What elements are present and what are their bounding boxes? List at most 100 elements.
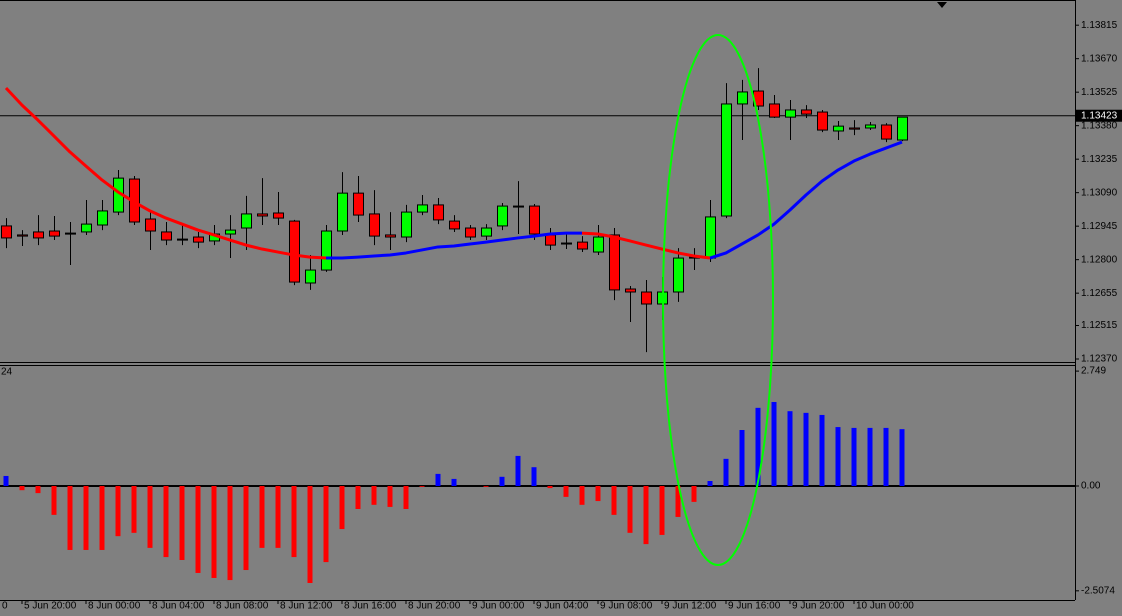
histogram-bar — [435, 473, 441, 487]
histogram-bar — [531, 467, 537, 487]
candle-body — [641, 291, 652, 305]
histogram-bar — [83, 486, 89, 550]
histogram-bar — [3, 475, 9, 487]
candle-body — [529, 205, 540, 235]
candle-body — [289, 220, 300, 283]
candle-body — [273, 212, 284, 219]
current-price-box — [1076, 109, 1122, 122]
candle-body — [609, 234, 620, 291]
candle-body — [705, 216, 716, 259]
histogram-bar — [835, 427, 841, 487]
moving-average — [581, 231, 711, 260]
histogram-bar — [227, 486, 233, 581]
candle-body — [337, 192, 348, 232]
y-tick-label: 1.13670 — [1081, 53, 1118, 64]
candle-body — [305, 269, 316, 284]
candle-body — [513, 205, 524, 208]
histogram-bar — [163, 486, 169, 558]
histogram-bar — [339, 486, 345, 530]
histogram-bar — [19, 486, 25, 491]
histogram-bar — [723, 458, 729, 487]
histogram-bar — [659, 486, 665, 535]
histogram-bar — [451, 478, 457, 487]
candle-body — [737, 91, 748, 105]
marks: 1.13815 1.13670 1.13525 1.13380 1.13235 1.130… — [0, 20, 1122, 612]
histogram-bar — [259, 486, 265, 548]
histogram-bar — [851, 427, 857, 487]
histogram-bar — [243, 486, 249, 571]
histogram-bar — [755, 407, 761, 487]
candle-body — [33, 231, 44, 239]
candle-body — [801, 109, 812, 115]
histogram-bar — [867, 427, 873, 487]
candle-body — [577, 241, 588, 250]
candle-body — [353, 192, 364, 216]
candle-body — [673, 257, 684, 293]
moving-average — [326, 231, 582, 260]
candle-body — [177, 238, 188, 241]
candle-body — [385, 234, 396, 238]
histogram-bar — [611, 486, 617, 515]
histogram-bar — [691, 486, 697, 502]
y-tick-label: -2.5074 — [1081, 585, 1115, 596]
histogram-bar — [355, 486, 361, 510]
candle-body — [897, 116, 908, 141]
candle-body — [865, 124, 876, 129]
histogram-bar — [67, 486, 73, 550]
histogram-bar — [195, 486, 201, 573]
histogram-bar — [771, 401, 777, 487]
candle-body — [465, 227, 476, 238]
histogram-bar — [563, 486, 569, 497]
y-tick-label: 1.13815 — [1081, 20, 1118, 31]
x-tick-label: 8 Jun 00:00 — [88, 601, 141, 612]
candle-body — [497, 205, 508, 227]
y-tick-label: 2.749 — [1081, 366, 1106, 377]
x-tick-label: 8 Jun 20:00 — [408, 601, 461, 612]
candle-body — [433, 204, 444, 221]
y-tick-label: 1.12370 — [1081, 354, 1118, 365]
histogram-bar — [35, 486, 41, 494]
histogram-bar — [51, 486, 57, 515]
candle-body — [769, 103, 780, 118]
histogram-bar — [115, 486, 121, 537]
candle-body — [1, 225, 12, 239]
histogram-bar — [899, 429, 905, 487]
x-tick-label: 9 Jun 04:00 — [536, 601, 589, 612]
y-tick-label: 1.13380 — [1081, 120, 1118, 131]
x-tick-label: 9 Jun 12:00 — [664, 601, 717, 612]
histogram-bar — [739, 429, 745, 487]
candle-body — [161, 231, 172, 241]
y-tick-label: 1.13525 — [1081, 87, 1118, 98]
candle-body — [81, 223, 92, 233]
histogram-bar — [323, 486, 329, 563]
histogram-bar — [99, 486, 105, 550]
candle-body — [561, 242, 572, 245]
y-tick-label: 1.12655 — [1081, 288, 1118, 299]
histogram-bar — [803, 412, 809, 487]
candle-body — [193, 236, 204, 243]
x-tick-label: 9 Jun 20:00 — [792, 601, 845, 612]
histogram-bar — [483, 486, 489, 487]
histogram-bar — [579, 486, 585, 505]
candle-body — [369, 213, 380, 237]
candle-body — [881, 124, 892, 140]
histogram-bar — [147, 486, 153, 548]
x-tick-label: 8 Jun 04:00 — [152, 601, 205, 612]
candle-body — [593, 236, 604, 253]
y-tick-label: 1.13090 — [1081, 187, 1118, 198]
y-tick-label: 1.12945 — [1081, 221, 1118, 232]
histogram-bar — [307, 486, 313, 583]
candle-body — [481, 227, 492, 237]
histogram-bar — [707, 480, 713, 487]
current-price-label: 1.13423 — [1081, 110, 1118, 121]
histogram-bar — [595, 486, 601, 502]
candle-body — [145, 218, 156, 232]
x-tick-label: 9 Jun 16:00 — [728, 601, 781, 612]
candle-body — [833, 125, 844, 132]
histogram-bar — [419, 486, 425, 487]
candle-body — [17, 234, 28, 237]
x-tick-label: 9 Jun 00:00 — [472, 601, 525, 612]
x-tick-label: 5 Jun 20:00 — [24, 601, 77, 612]
shift-marker — [937, 2, 947, 8]
candle-body — [257, 213, 268, 217]
